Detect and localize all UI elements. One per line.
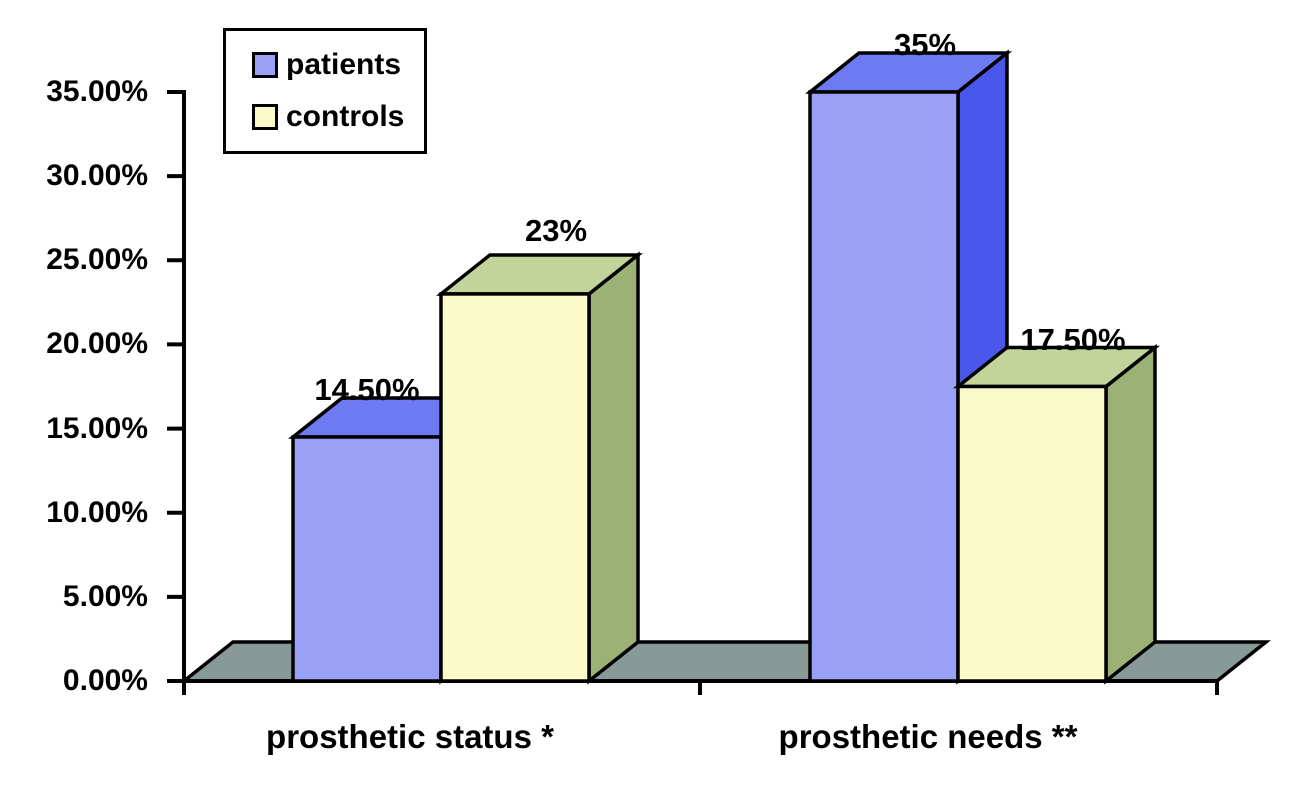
controls-swatch-icon	[252, 104, 278, 130]
bar-value-label: 17.50%	[1020, 321, 1126, 357]
legend: patients controls	[223, 28, 427, 154]
bar-value-label: 14.50%	[314, 371, 420, 407]
legend-item-patients: patients	[252, 48, 424, 82]
y-axis-tick-label: 25.00%	[46, 243, 148, 277]
y-axis-tick-label: 20.00%	[46, 327, 148, 361]
bar-patients-1	[808, 90, 960, 683]
legend-label-patients: patients	[286, 48, 402, 81]
bar-controls-1	[956, 384, 1108, 683]
x-axis-category-label: prosthetic needs **	[778, 718, 1078, 755]
y-axis-tick-label: 10.00%	[46, 495, 148, 529]
y-axis-tick-label: 5.00%	[62, 579, 148, 613]
y-axis-tick-label: 15.00%	[46, 411, 148, 445]
bar-patients-0	[291, 435, 443, 683]
bar-value-label: 23%	[524, 212, 588, 248]
x-axis-category-label: prosthetic status *	[266, 718, 554, 755]
bar-side-controls	[1104, 343, 1157, 685]
legend-item-controls: controls	[252, 100, 424, 134]
bar-value-label: 35%	[893, 27, 957, 62]
y-axis-tick-label: 35.00%	[46, 75, 148, 108]
legend-label-controls: controls	[286, 100, 405, 133]
y-axis-tick-label: 30.00%	[46, 159, 148, 193]
patients-swatch-icon	[252, 52, 278, 78]
y-axis-tick-label: 0.00%	[62, 664, 148, 697]
bar-side-controls	[587, 251, 640, 685]
bar-controls-0	[439, 292, 591, 683]
